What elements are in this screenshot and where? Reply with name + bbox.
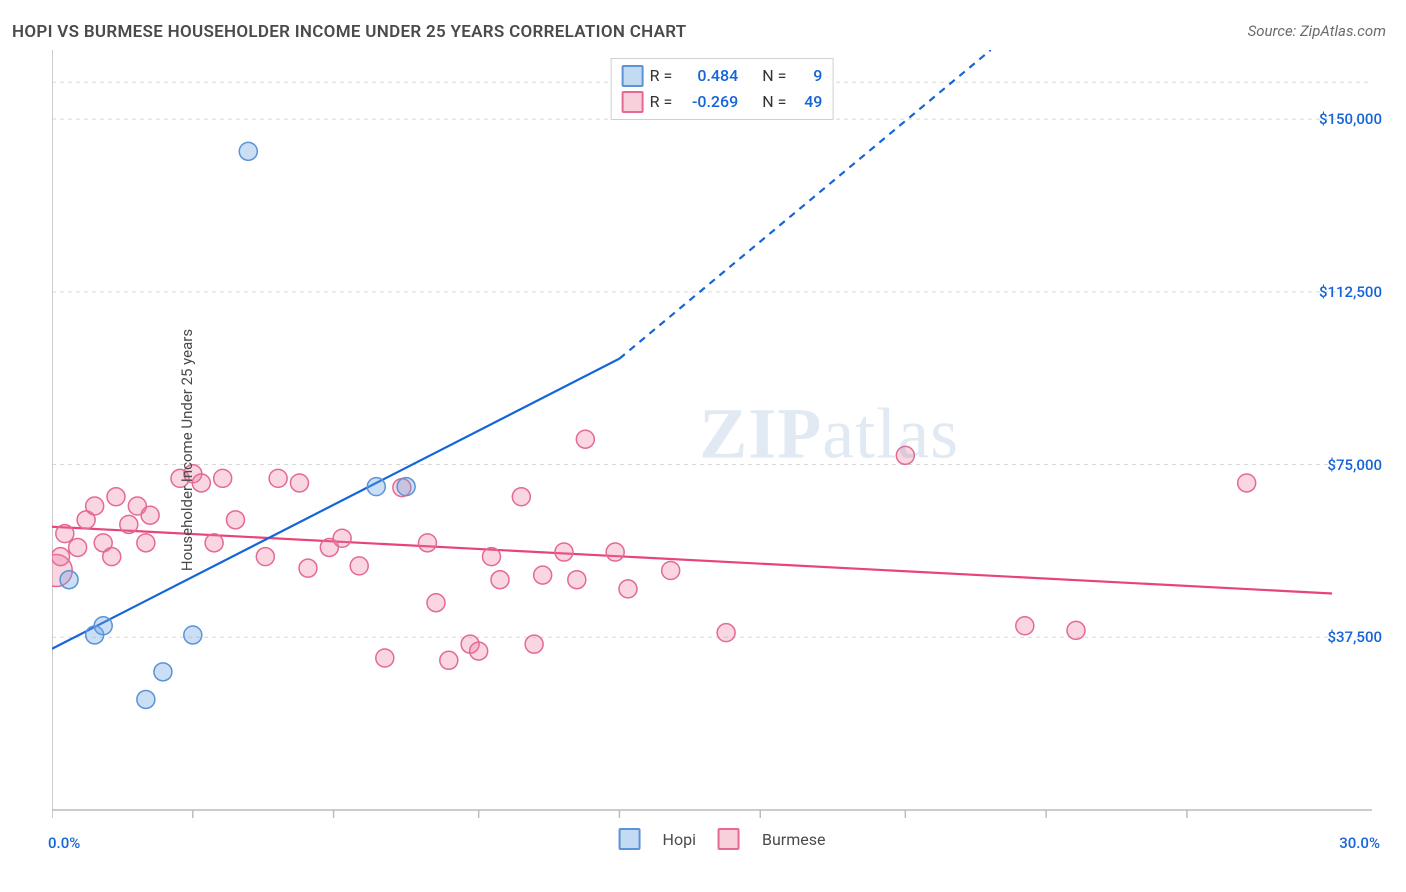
burmese-n-value: 49 xyxy=(792,89,822,115)
stats-row-hopi: R = 0.484 N = 9 xyxy=(622,63,823,89)
scatter-chart xyxy=(52,50,1392,850)
legend-swatch-burmese xyxy=(718,828,740,850)
stats-legend-box: R = 0.484 N = 9 R = -0.269 N = 49 xyxy=(611,58,834,120)
plot-area: Householder Income Under 25 years ZIPatl… xyxy=(52,50,1392,850)
y-tick-label: $150,000 xyxy=(1319,110,1382,128)
series-legend: Hopi Burmese xyxy=(619,828,826,850)
y-tick-label: $37,500 xyxy=(1327,628,1382,646)
source-label: Source: ZipAtlas.com xyxy=(1248,22,1386,40)
y-tick-label: $75,000 xyxy=(1327,456,1382,474)
hopi-r-value: 0.484 xyxy=(678,63,738,89)
y-tick-label: $112,500 xyxy=(1319,283,1382,301)
r-label-2: R = xyxy=(650,89,673,115)
swatch-burmese xyxy=(622,91,644,113)
n-label: N = xyxy=(762,63,786,89)
n-label-2: N = xyxy=(762,89,786,115)
burmese-r-value: -0.269 xyxy=(678,89,738,115)
x-axis-max-label: 30.0% xyxy=(1339,834,1380,852)
legend-label-burmese: Burmese xyxy=(762,830,825,849)
legend-swatch-hopi xyxy=(619,828,641,850)
r-label: R = xyxy=(650,63,673,89)
chart-title: HOPI VS BURMESE HOUSEHOLDER INCOME UNDER… xyxy=(12,22,687,42)
chart-container: HOPI VS BURMESE HOUSEHOLDER INCOME UNDER… xyxy=(0,0,1406,892)
y-axis-label: Householder Income Under 25 years xyxy=(178,329,196,571)
hopi-n-value: 9 xyxy=(792,63,822,89)
stats-row-burmese: R = -0.269 N = 49 xyxy=(622,89,823,115)
x-axis-min-label: 0.0% xyxy=(48,834,80,852)
swatch-hopi xyxy=(622,65,644,87)
legend-label-hopi: Hopi xyxy=(663,830,696,849)
